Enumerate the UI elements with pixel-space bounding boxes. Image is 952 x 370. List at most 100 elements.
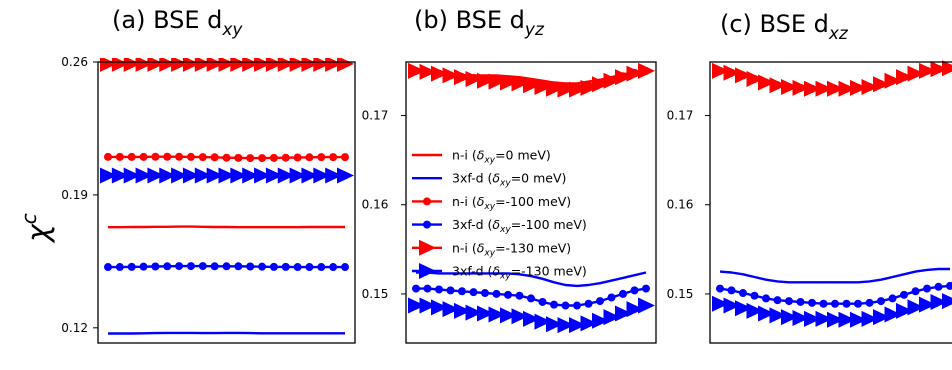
data-point-triangle: [454, 302, 471, 319]
data-point-triangle: [838, 80, 856, 97]
data-point-triangle: [638, 62, 655, 79]
data-point-triangle: [746, 70, 764, 87]
data-point-circle: [127, 152, 136, 161]
data-point-circle: [492, 289, 501, 298]
series-line-2: [108, 331, 345, 335]
data-point-circle: [234, 153, 243, 162]
data-point-circle: [481, 289, 489, 298]
data-point-triangle: [442, 301, 460, 318]
data-point-triangle: [638, 297, 655, 314]
data-point-triangle: [735, 300, 752, 317]
data-point-triangle: [454, 69, 471, 86]
legend-delta: δ: [477, 148, 485, 163]
data-point-circle: [607, 293, 616, 302]
data-point-triangle: [592, 312, 609, 329]
data-point-triangle: [850, 311, 867, 328]
data-point-triangle: [746, 302, 764, 319]
data-point-circle: [246, 262, 255, 271]
data-point-triangle: [242, 167, 260, 184]
data-point-triangle: [815, 80, 833, 97]
legend-delta: δ: [477, 240, 485, 255]
data-point-circle: [877, 297, 885, 306]
data-point-triangle: [861, 310, 879, 327]
data-point-circle: [854, 299, 862, 308]
data-point-triangle: [465, 70, 483, 87]
data-point-triangle: [838, 311, 856, 328]
data-point-circle: [716, 284, 724, 293]
data-point-circle: [911, 287, 920, 296]
data-point-triangle: [781, 309, 798, 326]
data-point-circle: [773, 296, 782, 305]
data-point-triangle: [123, 167, 141, 184]
data-point-triangle: [580, 315, 598, 332]
data-point-circle: [293, 263, 302, 272]
legend-label-5: n-i (δxy=-130 meV): [452, 240, 571, 258]
legend-value: =-130 meV): [511, 264, 587, 279]
data-point-circle: [198, 262, 207, 271]
data-point-circle: [281, 262, 290, 271]
data-point-circle: [630, 286, 639, 295]
data-point-triangle: [511, 308, 529, 325]
panel-1: (a) BSE dxy 0.26 0.19 0.12: [61, 6, 356, 344]
data-point-circle: [281, 153, 290, 162]
data-point-circle: [550, 300, 558, 309]
legend-delta: δ: [492, 264, 500, 279]
data-point-triangle: [337, 58, 354, 72]
data-point-circle: [317, 263, 326, 272]
data-point-circle: [258, 262, 267, 271]
panel-title-subscript: xz: [828, 24, 849, 44]
legend-value: =-100 meV): [495, 194, 571, 209]
data-point-triangle: [735, 67, 752, 84]
legend-delta-subscript: xy: [499, 179, 511, 189]
data-point-circle: [127, 262, 136, 271]
series-line-2: [416, 271, 647, 288]
data-point-circle: [329, 153, 338, 162]
data-point-triangle: [930, 61, 948, 78]
data-point-triangle: [277, 167, 295, 184]
data-point-triangle: [861, 78, 879, 95]
data-point-circle: [234, 262, 243, 271]
data-point-circle: [210, 262, 219, 271]
data-point-triangle: [100, 167, 117, 184]
data-point-circle: [151, 152, 160, 161]
data-point-triangle: [557, 81, 575, 98]
panel-title-subscript: xy: [221, 20, 243, 40]
data-point-triangle: [442, 67, 460, 84]
data-point-triangle: [534, 78, 552, 95]
data-point-triangle: [603, 309, 621, 326]
data-point-circle: [842, 299, 851, 308]
data-point-triangle: [723, 297, 741, 314]
data-point-circle: [619, 289, 627, 298]
data-point-circle: [258, 154, 267, 163]
data-point-triangle: [884, 306, 902, 323]
data-point-triangle: [781, 78, 798, 95]
data-point-circle: [642, 284, 650, 293]
legend-marker-triangle: [419, 239, 436, 256]
data-point-triangle: [792, 310, 810, 327]
data-point-circle: [163, 152, 172, 161]
data-point-circle: [115, 263, 124, 272]
panel-frame: [405, 61, 657, 344]
data-point-triangle: [194, 167, 212, 184]
data-point-triangle: [873, 309, 890, 326]
series-line-2: [719, 267, 950, 284]
data-point-circle: [317, 153, 326, 162]
data-point-triangle: [511, 75, 529, 92]
data-point-circle: [139, 262, 148, 271]
data-point-circle: [469, 288, 478, 297]
y-tick-label: 0.16: [362, 198, 389, 212]
data-point-triangle: [419, 297, 437, 314]
data-point-circle: [186, 262, 195, 271]
data-point-circle: [210, 153, 219, 162]
legend-marker-triangle: [419, 263, 436, 279]
panel-title: (c) BSE dxz: [720, 10, 849, 44]
data-point-triangle: [850, 79, 867, 96]
data-point-circle: [819, 299, 828, 308]
data-point-triangle: [884, 72, 902, 89]
data-point-circle: [151, 262, 160, 271]
panel-frame: [709, 61, 952, 344]
data-point-triangle: [500, 74, 517, 91]
data-point-triangle: [159, 167, 177, 184]
data-point-triangle: [419, 63, 437, 80]
y-axis-label-superscript: c: [17, 213, 41, 224]
